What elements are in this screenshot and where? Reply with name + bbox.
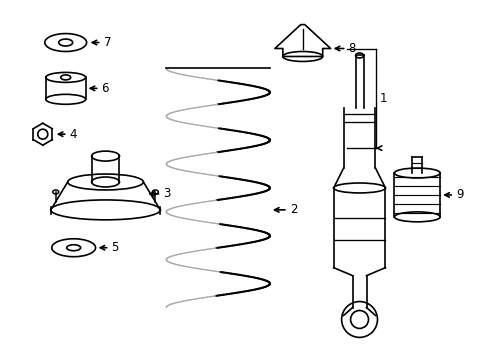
Text: 2: 2: [289, 203, 297, 216]
Text: 6: 6: [102, 82, 109, 95]
Text: 4: 4: [69, 128, 77, 141]
Text: 8: 8: [348, 42, 355, 55]
Text: 7: 7: [103, 36, 111, 49]
Text: 9: 9: [455, 188, 463, 202]
Text: 1: 1: [379, 92, 386, 105]
Text: 5: 5: [111, 241, 119, 254]
Text: 3: 3: [163, 188, 170, 201]
